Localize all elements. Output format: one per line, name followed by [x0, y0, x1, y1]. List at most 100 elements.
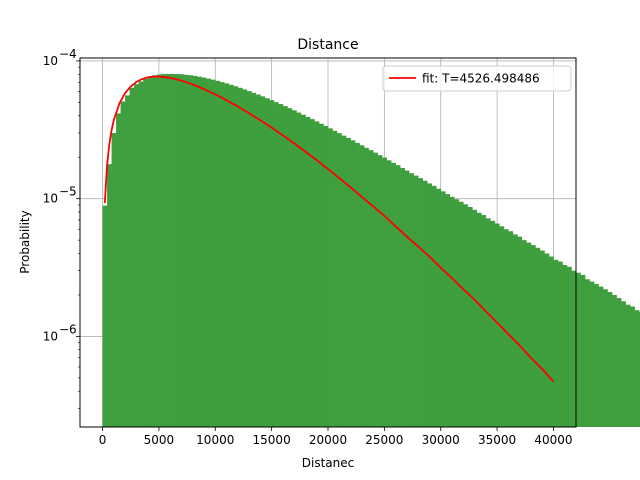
histogram-bar [512, 234, 518, 427]
histogram-bar [409, 173, 414, 427]
histogram-bar [355, 142, 360, 427]
histogram-bar [445, 194, 451, 427]
histogram-bar [576, 272, 581, 427]
histogram-bar [391, 162, 396, 427]
histogram-bar [431, 185, 437, 427]
y-axis-label: Probability [18, 210, 32, 273]
histogram-bar [395, 165, 401, 427]
histogram-bar [373, 152, 378, 428]
x-tick-label: 0 [99, 433, 107, 447]
histogram-bar [359, 145, 365, 427]
y-tick-label-exponent: −6 [59, 322, 77, 336]
tick-layer: 0 5000 10000 15000 20000 25000 30000 35000 40000… [43, 47, 573, 447]
histogram-bar [368, 150, 374, 428]
histogram-bar [309, 119, 315, 427]
histogram-bar [621, 301, 626, 427]
x-tick-label: 10000 [196, 433, 234, 447]
histogram-bar [422, 180, 428, 427]
histogram-bar [526, 242, 532, 427]
histogram-bar [612, 294, 617, 427]
histogram-bar [179, 74, 185, 427]
histogram-bar [557, 261, 563, 427]
histogram-bar [535, 247, 541, 427]
histogram-bar [530, 245, 536, 427]
histogram-bar [607, 292, 613, 427]
y-tick-label-base: 10 [43, 54, 58, 68]
legend-label-fit: fit: T=4526.498486 [422, 72, 540, 86]
histogram-bar [571, 270, 577, 427]
histogram-bar [440, 191, 446, 427]
histogram-bar [228, 84, 234, 428]
x-tick-label: 40000 [534, 433, 572, 447]
histogram-bar [634, 310, 640, 427]
histogram-bar [305, 116, 311, 427]
histogram-bar [192, 75, 198, 428]
legend-box [382, 65, 572, 92]
histogram-bar [553, 259, 559, 427]
histogram-bar [152, 75, 157, 428]
histogram-bar [404, 170, 410, 427]
histogram-bar [328, 128, 333, 427]
histogram-bar [174, 74, 180, 428]
histogram-bar [562, 264, 568, 427]
histogram-bar [242, 89, 248, 428]
histogram-bar [472, 209, 478, 427]
histogram-bar [125, 95, 130, 427]
histogram-bar [566, 266, 572, 427]
histogram-bar [594, 284, 599, 427]
histogram-bar [630, 306, 635, 427]
histogram-bar [287, 108, 293, 428]
histogram-bar [111, 132, 117, 427]
histogram-bar [386, 160, 392, 427]
histogram-bar [255, 94, 261, 427]
fit-curve-layer [103, 75, 555, 383]
histogram-bar [273, 102, 279, 427]
histogram-bar [377, 155, 383, 427]
histogram-bar [314, 121, 320, 428]
histogram-bar [269, 100, 275, 427]
histogram-bar [291, 110, 297, 427]
histogram-bar [490, 220, 496, 427]
histogram-bar [364, 147, 369, 427]
histogram-bar [341, 135, 347, 427]
histogram-bar [332, 130, 338, 427]
histogram-bar [201, 77, 207, 427]
x-tick-label: 25000 [365, 433, 403, 447]
histogram-bars [102, 73, 640, 428]
histogram-bar [544, 253, 550, 427]
histogram-bar [337, 133, 342, 428]
histogram-bar [147, 76, 153, 427]
x-tick-label: 5000 [144, 433, 175, 447]
histogram-bar [282, 106, 288, 427]
histogram-bar [138, 81, 144, 427]
histogram-bar [616, 298, 622, 427]
histogram-bar [197, 76, 203, 427]
histogram-bar [521, 240, 527, 427]
histogram-bar [170, 73, 175, 427]
histogram-bar [598, 286, 604, 427]
histogram-bar [300, 114, 306, 428]
histogram-bar [346, 137, 351, 427]
histogram-bar [296, 112, 302, 428]
histogram-bar [219, 82, 225, 428]
histogram-bar [251, 92, 257, 428]
histogram-bar [625, 304, 631, 427]
histogram-bar [539, 250, 545, 427]
histogram-bar [102, 205, 108, 427]
histogram-bar [508, 231, 514, 427]
histogram-bar [503, 229, 509, 427]
x-tick-label: 20000 [309, 433, 347, 447]
histogram-bar [183, 74, 189, 428]
histogram-bar [188, 75, 194, 428]
x-tick-label: 30000 [422, 433, 460, 447]
histogram-bar [134, 84, 139, 427]
histogram-bar [120, 101, 126, 428]
histogram-bar [603, 289, 608, 427]
histogram-bar [454, 199, 460, 427]
histogram-bar [224, 83, 230, 428]
y-tick-label-exponent: −4 [59, 47, 77, 61]
legend: fit: T=4526.498486 [382, 65, 572, 92]
histogram-bar [413, 175, 419, 427]
